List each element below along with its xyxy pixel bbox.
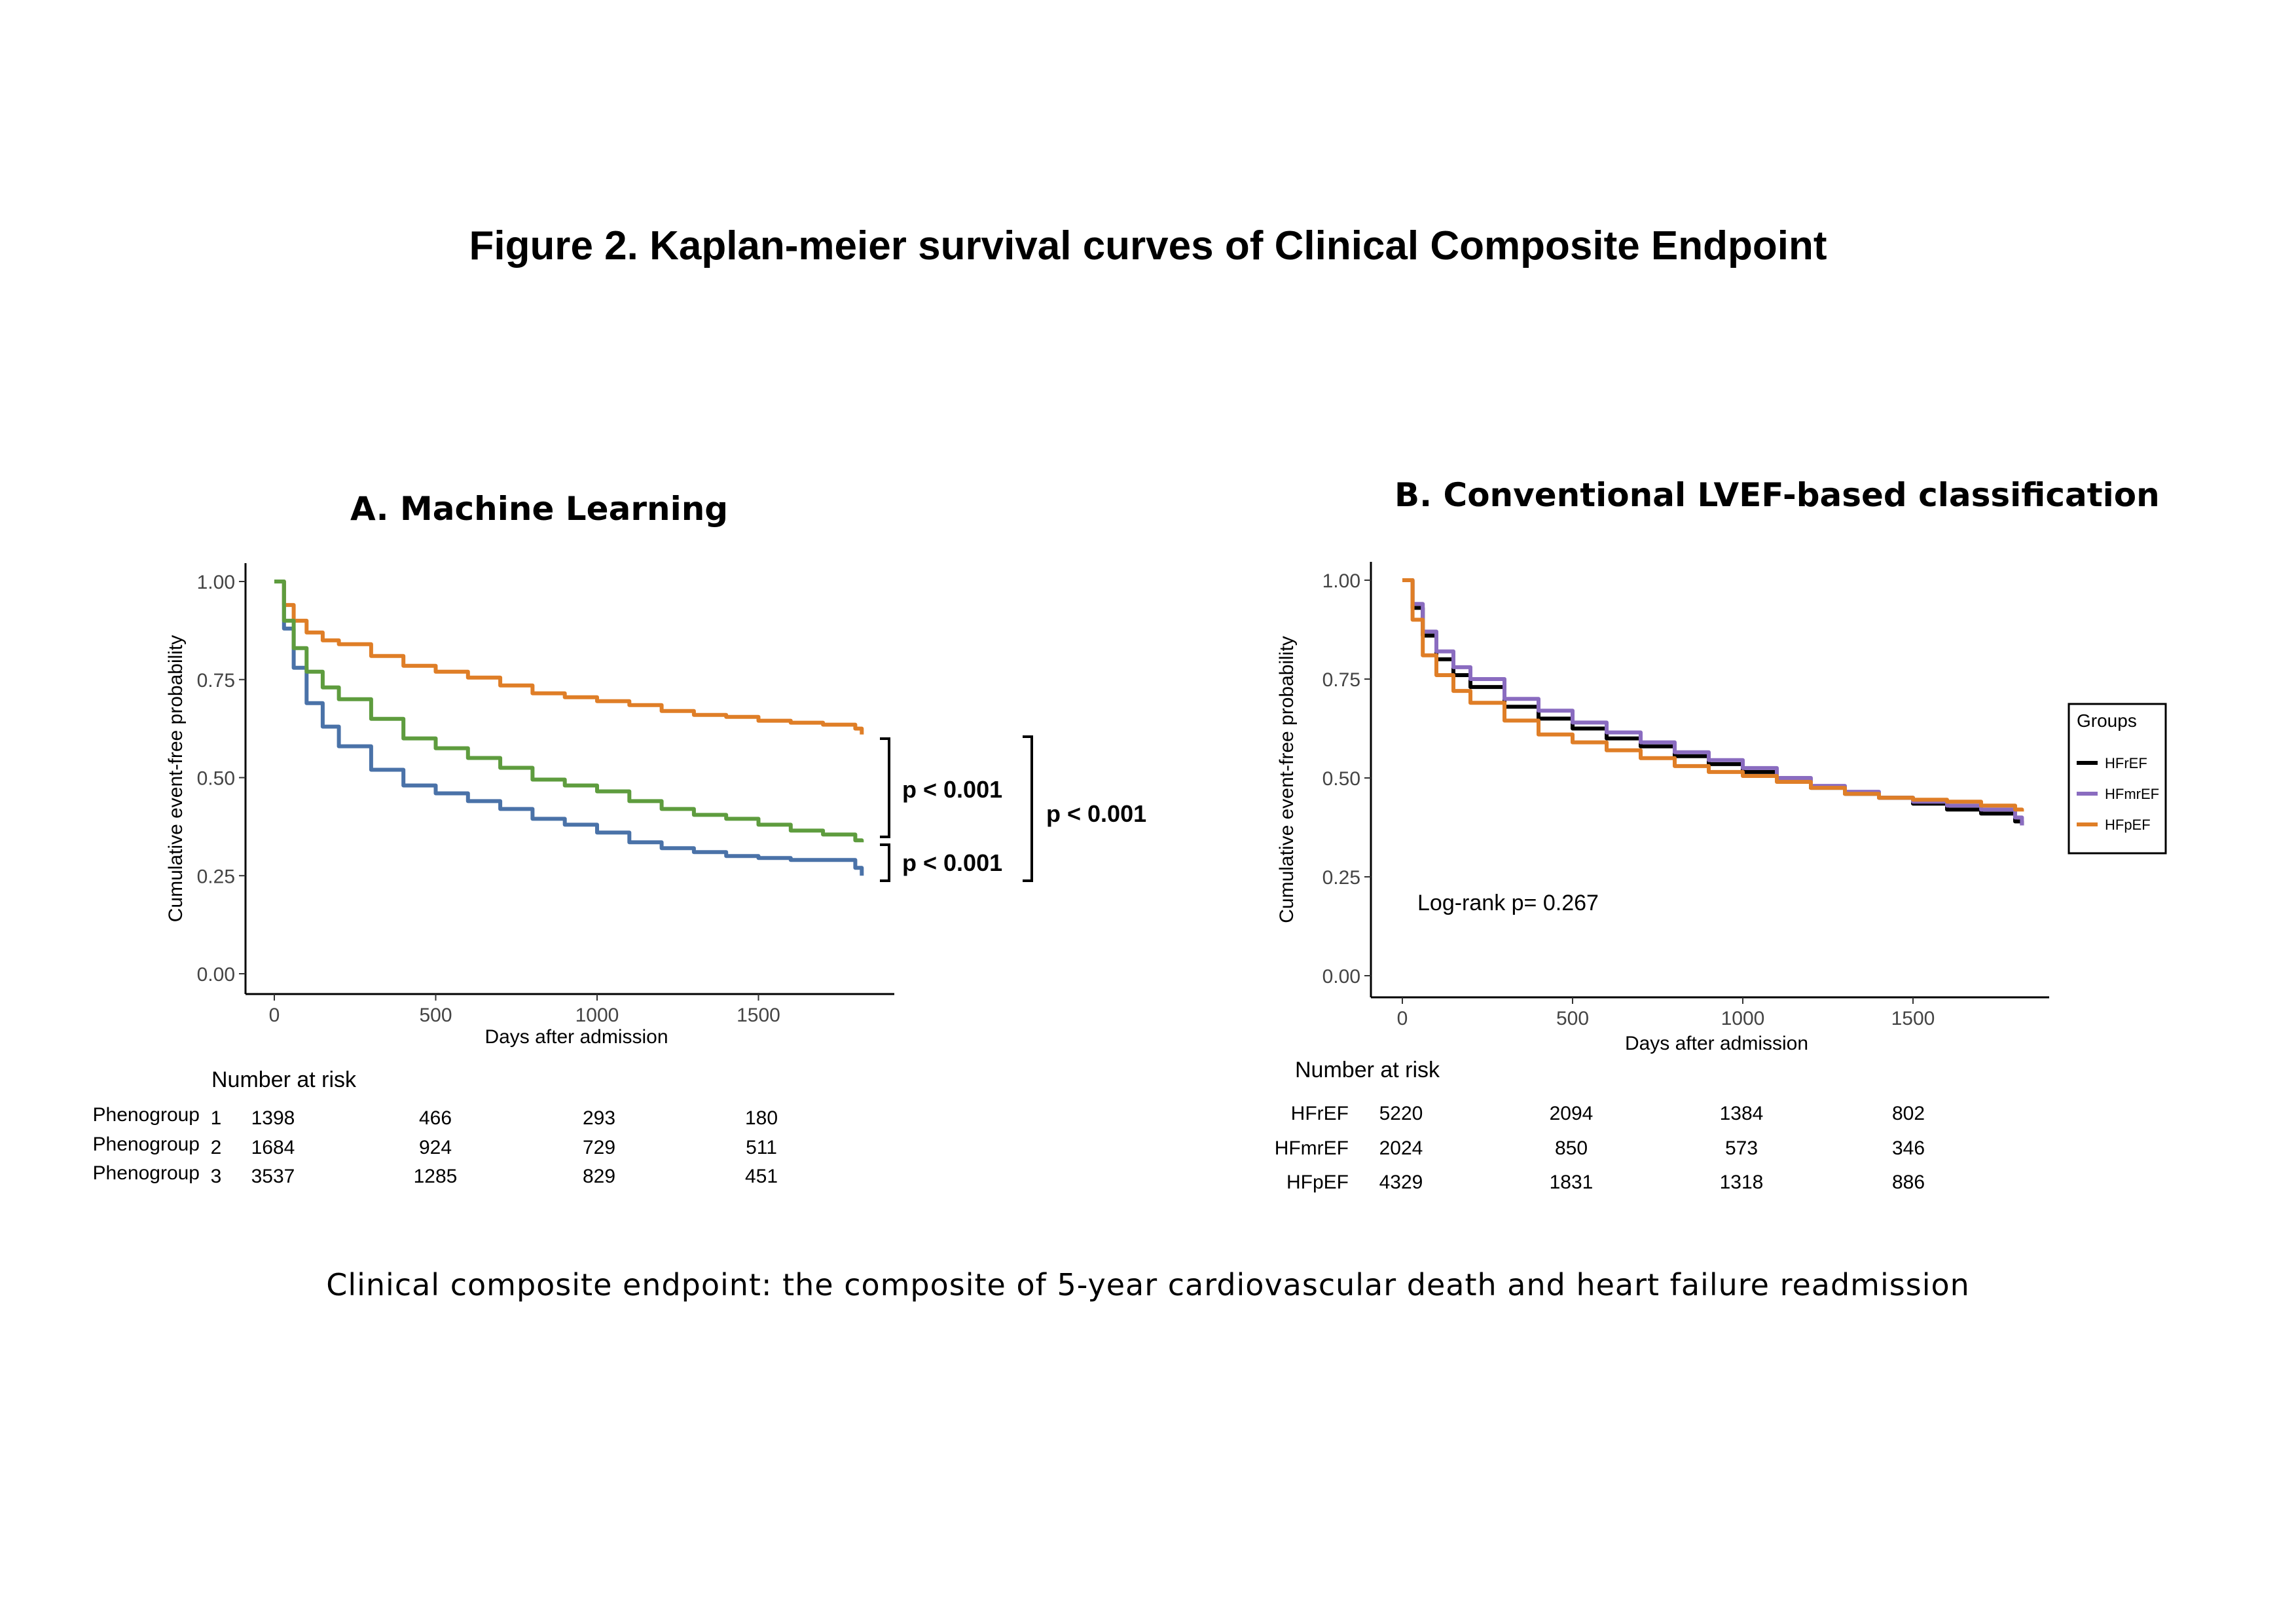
legend-label: HFmrEF (2105, 786, 2159, 802)
risk-cell-value: 802 (1892, 1103, 1925, 1124)
risk-row-label: Phenogroup (93, 1104, 200, 1126)
risk-row-label: Phenogroup (93, 1162, 200, 1184)
risk-cell-value: 829 (583, 1166, 615, 1187)
x-axis-label: Days after admission (484, 1026, 668, 1048)
chart-1: 0.00 0.25 0.50 0.75 1.00 0 500 1000 1500 Days aft… (1275, 562, 2167, 1193)
risk-cell-value: 466 (419, 1107, 452, 1129)
risk-cell-value: 1684 (251, 1137, 295, 1158)
legend-label: HFrEF (2105, 755, 2147, 771)
km-curve-hfpef (1402, 578, 2024, 812)
y-tick-label: 0.75 (1322, 669, 1360, 691)
risk-row-number: 3 (211, 1166, 222, 1187)
risk-row-label: HFrEF (1291, 1103, 1349, 1124)
km-curve-phenogroup-3 (274, 580, 864, 843)
y-tick-label: 1.00 (197, 572, 235, 593)
risk-cell-value: 1318 (1720, 1172, 1764, 1193)
log-rank-label: Log-rank p= 0.267 (1417, 891, 1599, 915)
x-tick-label: 1000 (575, 1005, 619, 1026)
chart-0: 0.00 0.25 0.50 0.75 1.00 0 500 1000 1500 Days aft… (93, 563, 1146, 1187)
x-tick-label: 1500 (737, 1005, 780, 1026)
risk-cell-value: 293 (583, 1107, 615, 1129)
risk-cell-value: 886 (1892, 1172, 1925, 1193)
risk-cell-value: 1285 (414, 1166, 458, 1187)
y-tick-label: 0.75 (197, 670, 235, 692)
risk-cell-value: 1398 (251, 1107, 295, 1129)
y-tick-label: 0.00 (197, 964, 235, 986)
p-value-bracket (880, 843, 890, 882)
risk-cell-value: 1831 (1550, 1172, 1594, 1193)
figure-title: Figure 2. Kaplan-meier survival curves o… (469, 223, 1827, 268)
risk-cell-value: 451 (745, 1166, 778, 1187)
risk-row-number: 2 (211, 1137, 222, 1158)
p-value-bracket (880, 737, 890, 838)
x-tick-label: 500 (419, 1005, 452, 1026)
p-value-bracket (1023, 735, 1033, 882)
y-tick-label: 0.50 (1322, 768, 1360, 790)
risk-cell-value: 573 (1725, 1137, 1758, 1159)
risk-cell-value: 729 (583, 1137, 615, 1158)
risk-cell-value: 850 (1555, 1137, 1588, 1159)
risk-cell-value: 511 (746, 1137, 777, 1158)
y-tick-label: 0.50 (197, 768, 235, 790)
p-value-label: p < 0.001 (1046, 800, 1146, 827)
figure-caption: Clinical composite endpoint: the composi… (326, 1267, 1970, 1302)
risk-cell-value: 2094 (1550, 1103, 1594, 1124)
y-tick-label: 0.00 (1322, 966, 1360, 987)
legend-box (2068, 703, 2167, 855)
x-tick-label: 0 (1397, 1008, 1408, 1029)
x-tick-label: 500 (1556, 1008, 1589, 1029)
risk-row-label: Phenogroup (93, 1134, 200, 1155)
y-tick-label: 0.25 (1322, 867, 1360, 889)
risk-cell-value: 5220 (1379, 1103, 1423, 1124)
panel-a-title: A. Machine Learning (350, 490, 729, 528)
x-tick-label: 1500 (1891, 1008, 1935, 1029)
km-curve-phenogroup-1 (274, 580, 864, 876)
y-tick-label: 0.25 (197, 866, 235, 887)
risk-row-number: 1 (211, 1107, 222, 1129)
x-tick-label: 0 (269, 1005, 280, 1026)
legend-title: Groups (2077, 710, 2137, 731)
y-axis-label: Cumulative event-free probability (1276, 636, 1298, 923)
risk-table-heading: Number at risk (1295, 1058, 1440, 1082)
risk-cell-value: 346 (1892, 1137, 1925, 1159)
p-value-label: p < 0.001 (902, 849, 1002, 876)
y-axis-label: Cumulative event-free probability (165, 635, 187, 923)
x-tick-label: 1000 (1721, 1008, 1765, 1029)
risk-cell-value: 4329 (1379, 1172, 1423, 1193)
y-tick-label: 1.00 (1322, 570, 1360, 592)
legend-label: HFpEF (2105, 817, 2151, 833)
risk-table-heading: Number at risk (211, 1067, 357, 1092)
panel-b-title: B. Conventional LVEF-based classificatio… (1394, 476, 2160, 514)
risk-cell-value: 3537 (251, 1166, 295, 1187)
legend: Groups HFrEF HFmrEF HFpEF (2068, 703, 2167, 855)
risk-cell-value: 924 (419, 1137, 452, 1158)
x-axis-label: Days after admission (1625, 1033, 1808, 1054)
risk-cell-value: 2024 (1379, 1137, 1423, 1159)
p-value-label: p < 0.001 (902, 776, 1002, 803)
risk-row-label: HFpEF (1286, 1172, 1349, 1193)
km-curve-phenogroup-2 (274, 580, 864, 735)
risk-row-label: HFmrEF (1275, 1137, 1349, 1159)
risk-cell-value: 180 (745, 1107, 778, 1129)
risk-cell-value: 1384 (1720, 1103, 1764, 1124)
